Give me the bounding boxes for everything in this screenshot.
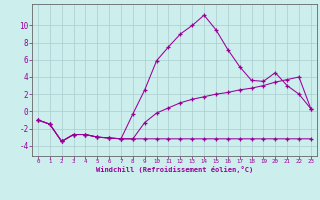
X-axis label: Windchill (Refroidissement éolien,°C): Windchill (Refroidissement éolien,°C) bbox=[96, 166, 253, 173]
